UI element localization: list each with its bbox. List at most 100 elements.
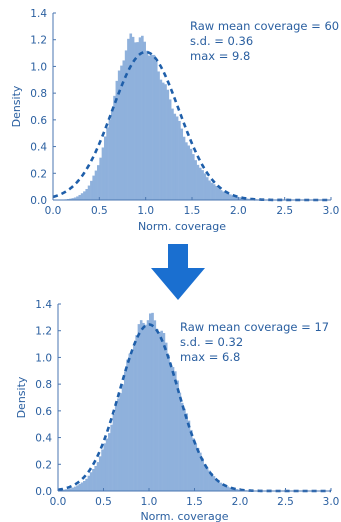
top-histogram-bar [111,110,114,200]
bottom-histogram-bar [183,409,186,491]
bottom-histogram-bar [104,443,107,491]
bottom-histogram-bar [206,468,209,491]
bottom-histogram-bar [179,393,182,491]
bottom-histogram-bar [174,371,177,491]
bottom-histogram-bar [140,320,143,491]
bottom-histogram-bar [158,332,161,491]
bottom-y-tick-label: 1.2 [35,326,52,338]
top-histogram-bar [222,192,225,200]
bottom-histogram-bar [83,481,86,491]
bottom-x-tick-label: 0.0 [50,496,67,508]
top-y-tick-label: 0.6 [30,115,47,127]
top-y-tick-label: 0.2 [30,168,47,180]
top-histogram-bar [129,34,132,201]
bottom-histogram-bar [133,346,136,491]
top-x-tick-label: 2.5 [276,205,293,217]
top-x-tick-label: 1.0 [137,205,154,217]
top-histogram-bar [92,176,95,200]
bottom-histogram-bar [192,438,195,491]
bottom-histogram-bar [99,456,102,491]
top-annotation: s.d. = 0.36 [190,34,253,48]
top-y-tick-label: 1.4 [30,8,47,20]
bottom-histogram-bar [72,488,75,491]
bottom-histogram-bar [142,323,145,491]
bottom-histogram-bar [135,335,138,491]
bottom-histogram-chart: 0.0 0.5 1.0 1.5 2.0 2.5 3.00.00.20.40.60.81.01… [15,299,339,522]
top-histogram-bar [150,55,153,200]
bottom-histogram-bar [172,367,175,491]
bottom-histogram-bar [195,444,198,491]
bottom-histogram-bar [78,484,81,491]
top-y-tick-label: 1.2 [30,35,47,47]
top-histogram-bar [99,158,102,200]
bottom-annotation: s.d. = 0.32 [180,335,243,349]
bottom-x-tick-label: 1.0 [141,496,158,508]
bottom-histogram-bar [113,414,116,491]
top-annotation: max = 9.8 [190,49,250,63]
top-x-tick-label: 0.0 [45,205,62,217]
bottom-histogram-bar [163,333,166,491]
top-histogram-bar [217,188,220,200]
bottom-annotation: Raw mean coverage = 17 [180,320,329,334]
bottom-histogram-bar [181,403,184,491]
bottom-histogram-bar [108,433,111,491]
top-histogram-bar [78,195,81,200]
bottom-y-tick-label: 0.4 [35,433,52,445]
bottom-histogram-bar [167,355,170,491]
bottom-x-axis-label: Norm. coverage [140,510,228,522]
bottom-histogram-bar [229,487,232,491]
top-histogram-bar [190,149,193,200]
bottom-histogram-bar [101,449,104,491]
top-x-tick-label: 3.0 [323,205,340,217]
bottom-histogram-bar [220,483,223,491]
bottom-histogram-bar [156,329,159,491]
top-y-tick-label: 0.0 [30,195,47,207]
top-histogram-bar [187,145,190,200]
bottom-histogram-bar [176,381,179,491]
top-histogram-bar [167,90,170,200]
top-x-tick-label: 2.0 [230,205,247,217]
bottom-histogram-bar [190,430,193,491]
top-histogram-bar [153,55,156,200]
top-x-axis-label: Norm. coverage [138,220,226,233]
bottom-histogram-bar [119,393,122,491]
bottom-histogram-bar [97,462,100,491]
bottom-histogram-bar [144,325,147,491]
top-histogram-bar [192,154,195,200]
bottom-histogram-bar [122,384,125,491]
bottom-y-tick-label: 0.6 [35,406,52,418]
top-histogram-bar [97,165,100,200]
bottom-histogram-bar [169,363,172,491]
top-histogram-bar [81,193,84,200]
bottom-histogram-bar [213,476,216,491]
bottom-histogram-bar [90,472,93,491]
bottom-x-tick-label: 2.5 [277,496,294,508]
top-x-tick-label: 0.5 [91,205,108,217]
top-histogram-bar [229,194,232,200]
down-arrow-icon [151,244,205,300]
top-histogram-bar [134,42,137,200]
bottom-x-tick-label: 0.5 [95,496,112,508]
bottom-y-tick-label: 1.4 [35,299,52,311]
top-histogram-chart: 0.0 0.5 1.0 1.5 2.0 2.5 3.0 0.0 0.2 0.4 0.6 0.8 1.0 1… [10,8,339,233]
bottom-histogram-bar [129,354,132,491]
top-histogram-bar [201,170,204,200]
top-histogram-bar [139,37,142,200]
top-histogram-bar [155,61,158,200]
top-histogram-bar [171,109,174,200]
bottom-histogram-bar [201,458,204,491]
top-histogram-bar [141,36,144,200]
top-histogram-bar [104,137,107,200]
bottom-histogram-bar [94,466,97,491]
top-histogram-bar [183,137,186,200]
bottom-histogram-bar [81,482,84,491]
top-histogram-bar [208,180,211,200]
bottom-histogram-bar [197,448,200,491]
top-histogram-bar [176,116,179,200]
top-histogram-bar [146,51,149,200]
top-histogram-bar [215,186,218,200]
bottom-x-tick-label: 2.0 [232,496,249,508]
bottom-histogram-bar [117,398,120,491]
